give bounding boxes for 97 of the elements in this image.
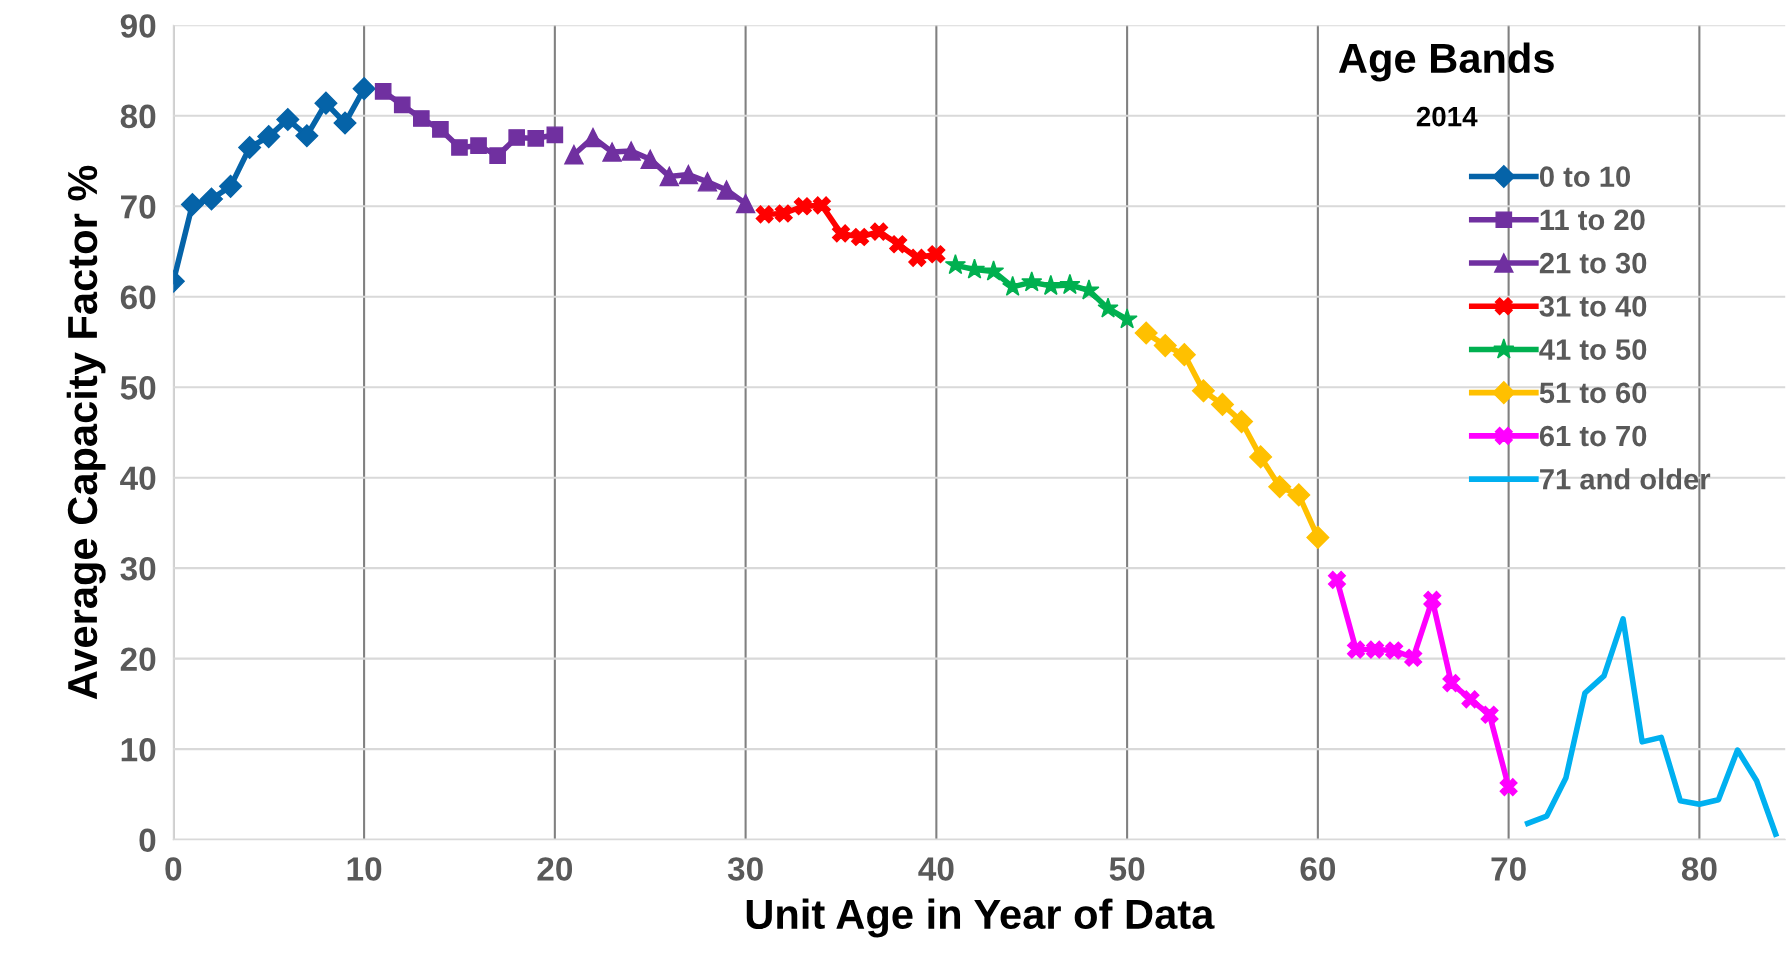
point — [1306, 525, 1330, 549]
legend-label: 71 and older — [1540, 468, 1711, 490]
y-axis-title: Average Capacity Factor % — [66, 165, 106, 700]
legend-label: 41 to 50 — [1539, 339, 1647, 360]
point — [1172, 343, 1196, 367]
point — [678, 164, 699, 185]
point — [352, 77, 376, 101]
point — [489, 147, 506, 164]
x-tick-label: 30 — [727, 857, 763, 881]
point — [774, 204, 793, 223]
point — [1480, 705, 1499, 724]
point — [508, 129, 526, 146]
legend-label: 11 to 20 — [1540, 209, 1645, 231]
point — [851, 228, 870, 247]
x-tick-label: 60 — [1300, 857, 1336, 881]
y-tick-label: 90 — [120, 14, 156, 38]
point — [735, 193, 756, 214]
point — [889, 235, 908, 254]
point — [276, 107, 300, 131]
point — [1287, 483, 1311, 507]
point — [546, 126, 564, 144]
point — [180, 192, 204, 216]
point — [393, 96, 411, 114]
point — [1461, 690, 1480, 709]
point — [982, 260, 1005, 281]
point — [1268, 475, 1292, 499]
point — [1191, 379, 1215, 403]
point — [564, 144, 584, 165]
legend-label: 0 to 10 — [1539, 166, 1631, 187]
point — [295, 124, 319, 148]
point — [333, 111, 357, 135]
x-tick-label: 10 — [347, 857, 382, 881]
point — [1116, 308, 1138, 329]
point — [870, 222, 889, 241]
point — [1097, 297, 1119, 318]
legend-label: 61 to 70 — [1539, 425, 1647, 447]
point — [1442, 674, 1461, 693]
y-tick-label: 40 — [120, 466, 156, 491]
point — [583, 127, 603, 148]
x-tick-label: 70 — [1491, 857, 1526, 881]
x-tick-label: 20 — [537, 857, 573, 881]
point — [412, 110, 430, 127]
point — [944, 253, 967, 275]
y-tick-label: 30 — [120, 556, 156, 581]
y-tick-label: 10 — [121, 737, 156, 762]
point — [374, 83, 392, 100]
point — [1059, 273, 1081, 295]
point — [1249, 445, 1273, 469]
point — [621, 141, 641, 161]
point — [1385, 641, 1404, 660]
x-tick-label: 80 — [1681, 857, 1717, 881]
point — [1346, 640, 1366, 659]
point — [812, 196, 831, 215]
point — [602, 142, 622, 162]
point — [1134, 321, 1158, 345]
point — [908, 248, 927, 267]
point — [755, 205, 774, 224]
y-tick-label: 0 — [139, 828, 156, 852]
legend-label: 31 to 40 — [1539, 296, 1647, 317]
point — [219, 174, 243, 198]
point — [697, 172, 718, 192]
x-axis-title: Unit Age in Year of Data — [746, 898, 1215, 938]
point — [1499, 778, 1518, 797]
point — [527, 130, 545, 147]
legend-title: Age Bands — [1338, 42, 1554, 82]
point — [793, 197, 812, 216]
x-tick-label: 0 — [165, 857, 182, 881]
legend-label: 21 to 30 — [1539, 252, 1647, 274]
point — [451, 139, 468, 156]
y-tick-label: 60 — [120, 285, 156, 310]
y-tick-label: 50 — [120, 376, 156, 400]
y-tick-label: 70 — [121, 195, 156, 219]
point — [1423, 590, 1442, 609]
point — [659, 166, 680, 187]
point — [432, 121, 449, 138]
point — [716, 180, 737, 200]
y-tick-label: 20 — [120, 647, 156, 672]
point — [927, 245, 946, 264]
point — [1404, 648, 1423, 667]
point — [1153, 334, 1177, 358]
y-tick-label: 80 — [120, 104, 156, 129]
point — [1021, 271, 1043, 292]
point — [640, 149, 660, 169]
x-tick-label: 50 — [1109, 857, 1145, 881]
point — [470, 137, 487, 154]
point — [238, 135, 262, 159]
point — [1327, 570, 1346, 589]
legend-label: 51 to 60 — [1539, 382, 1647, 404]
x-tick-label: 40 — [918, 857, 954, 881]
point — [199, 187, 223, 211]
text: 2014 — [1416, 106, 1478, 127]
point — [1230, 410, 1254, 434]
point — [257, 125, 281, 149]
point — [831, 224, 851, 243]
point — [1210, 392, 1234, 416]
point — [1366, 640, 1385, 659]
point — [314, 91, 338, 115]
